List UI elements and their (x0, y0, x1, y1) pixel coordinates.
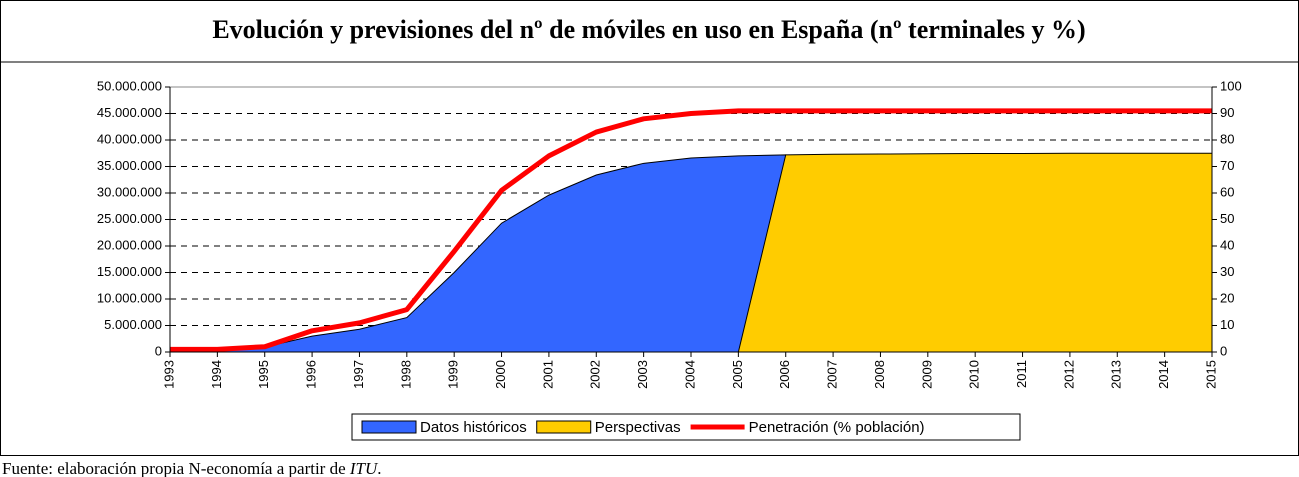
y-tick-label: 45.000.000 (97, 105, 162, 120)
x-tick-label: 2006 (777, 360, 792, 389)
y2-tick-label: 100 (1220, 78, 1242, 93)
x-tick-label: 1997 (351, 360, 366, 389)
source-end: . (377, 459, 381, 477)
y-tick-label: 10.000.000 (97, 290, 162, 305)
y2-tick-label: 80 (1220, 131, 1234, 146)
x-tick-label: 2011 (1014, 360, 1029, 388)
x-tick-label: 2015 (1203, 360, 1218, 389)
source-italic: ITU (349, 459, 379, 477)
x-tick-label: 2009 (919, 360, 934, 389)
y2-tick-label: 90 (1220, 105, 1234, 120)
y-tick-label: 40.000.000 (97, 131, 162, 146)
y2-tick-label: 50 (1220, 211, 1234, 226)
legend-label: Datos históricos (420, 419, 527, 436)
y2-tick-label: 10 (1220, 317, 1234, 332)
x-tick-label: 1998 (398, 360, 413, 389)
x-tick-label: 2000 (493, 360, 508, 389)
y2-tick-label: 30 (1220, 264, 1234, 279)
y-tick-label: 35.000.000 (97, 158, 162, 173)
x-tick-label: 2010 (967, 360, 982, 389)
x-tick-label: 2002 (588, 360, 603, 389)
y-tick-label: 20.000.000 (97, 237, 162, 252)
y2-tick-label: 20 (1220, 290, 1234, 305)
x-tick-label: 1995 (256, 360, 271, 389)
x-tick-label: 1994 (209, 360, 224, 389)
y-tick-label: 15.000.000 (97, 264, 162, 279)
x-tick-label: 2014 (1156, 360, 1171, 389)
legend-box (351, 413, 1021, 441)
x-tick-label: 2008 (872, 360, 887, 389)
x-tick-label: 2012 (1061, 360, 1076, 389)
x-tick-label: 2004 (682, 360, 697, 389)
chart-title: Evolución y previsiones del nº de móvile… (212, 15, 1085, 44)
y-tick-label: 0 (155, 343, 162, 358)
area (737, 152, 1213, 353)
x-tick-label: 2005 (730, 360, 745, 389)
y-tick-label: 30.000.000 (97, 184, 162, 199)
source-text: Fuente: elaboración propia N-economía a … (2, 459, 350, 477)
x-tick-label: 2013 (1109, 360, 1124, 389)
y2-tick-label: 40 (1220, 237, 1234, 252)
x-tick-label: 2007 (825, 360, 840, 389)
y2-tick-label: 70 (1220, 158, 1234, 173)
y-tick-label: 5.000.000 (104, 317, 162, 332)
legend-swatch (536, 420, 592, 434)
legend-label: Penetración (% población) (749, 419, 925, 436)
y-tick-label: 25.000.000 (97, 211, 162, 226)
legend-swatch (361, 420, 417, 434)
x-tick-label: 1996 (304, 360, 319, 389)
x-tick-label: 1993 (161, 360, 176, 389)
x-tick-label: 2001 (540, 360, 555, 389)
source-note: Fuente: elaboración propia N-economía a … (2, 459, 382, 477)
x-tick-label: 2003 (635, 360, 650, 389)
y2-tick-label: 0 (1220, 343, 1227, 358)
legend-label: Perspectivas (595, 419, 681, 436)
line (170, 108, 1212, 352)
y-tick-label: 50.000.000 (97, 78, 162, 93)
y2-tick-label: 60 (1220, 184, 1234, 199)
x-tick-label: 1999 (446, 360, 461, 389)
